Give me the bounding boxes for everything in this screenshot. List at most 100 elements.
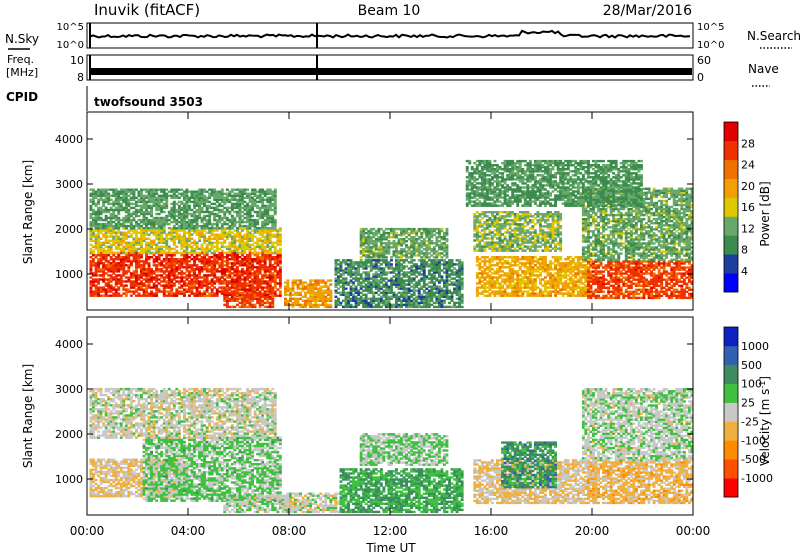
power-cell <box>145 238 148 240</box>
power-cell <box>122 292 125 294</box>
power-cell <box>201 232 204 234</box>
power-cell <box>112 232 115 234</box>
power-cell <box>105 295 108 297</box>
power-cell <box>213 295 216 297</box>
power-cell <box>95 262 98 264</box>
power-cell <box>246 254 249 256</box>
power-cell <box>178 252 181 254</box>
power-cell <box>112 292 115 294</box>
power-cell <box>133 276 136 278</box>
power-cell <box>97 274 100 276</box>
power-cell <box>127 264 130 266</box>
power-cell <box>140 238 143 240</box>
power-cell <box>256 276 259 278</box>
power-cell <box>259 229 262 231</box>
power-cell <box>244 242 247 244</box>
power-cell <box>125 260 128 262</box>
power-cell <box>266 276 269 278</box>
power-cell <box>160 254 163 256</box>
power-cell <box>183 266 186 268</box>
power-cell <box>259 290 262 292</box>
power-cell <box>218 262 221 264</box>
power-cell <box>140 270 143 272</box>
power-cell <box>110 227 113 229</box>
power-cell <box>160 276 163 278</box>
power-cell <box>226 276 229 278</box>
power-cell <box>213 246 216 248</box>
power-cell <box>203 254 206 256</box>
power-cell <box>196 295 199 297</box>
power-cell <box>236 276 239 278</box>
power-cell <box>122 227 125 229</box>
power-cell <box>163 246 166 248</box>
power-cell <box>249 276 252 278</box>
power-cell <box>259 270 262 272</box>
power-cell <box>239 276 242 278</box>
power-cell <box>175 270 178 272</box>
power-cell <box>150 256 153 258</box>
power-cell <box>168 276 171 278</box>
power-cell <box>279 266 282 268</box>
power-cell <box>264 286 267 288</box>
power-cell <box>249 252 252 254</box>
power-cell <box>251 248 254 250</box>
power-cell <box>105 288 108 290</box>
power-cell <box>241 236 244 238</box>
power-cell <box>180 290 183 292</box>
power-cell <box>193 256 196 258</box>
power-cell <box>170 232 173 234</box>
power-cell <box>256 238 259 240</box>
power-cell <box>105 264 108 266</box>
power-cell <box>148 262 151 264</box>
power-cell <box>236 284 239 286</box>
power-cell <box>175 258 178 260</box>
power-cell <box>254 246 257 248</box>
power-cell <box>135 254 138 256</box>
power-cell <box>105 254 108 256</box>
power-cell <box>180 284 183 286</box>
power-cell <box>208 248 211 250</box>
power-cell <box>143 295 146 297</box>
power-cell <box>175 276 178 278</box>
power-cell <box>239 227 242 229</box>
power-cell <box>175 260 178 262</box>
power-cell <box>125 238 128 240</box>
power-cell <box>105 284 108 286</box>
power-cell <box>102 270 105 272</box>
power-cell <box>186 248 189 250</box>
power-cell <box>188 276 191 278</box>
power-cell <box>271 264 274 266</box>
power-cell <box>100 254 103 256</box>
power-cell <box>198 276 201 278</box>
power-cell <box>264 232 267 234</box>
power-cell <box>279 276 282 278</box>
power-cell <box>261 264 264 266</box>
power-cell <box>254 260 257 262</box>
power-cell <box>173 270 176 272</box>
power-cell <box>158 278 161 280</box>
power-cell <box>186 276 189 278</box>
power-cell <box>208 295 211 297</box>
power-cell <box>193 248 196 250</box>
power-cell <box>125 280 128 282</box>
power-cell <box>110 295 113 297</box>
power-cell <box>188 264 191 266</box>
power-cell <box>269 254 272 256</box>
power-cell <box>221 242 224 244</box>
power-cell <box>130 295 133 297</box>
power-cell <box>175 295 178 297</box>
power-cell <box>218 290 221 292</box>
power-cell <box>115 276 118 278</box>
power-cell <box>183 260 186 262</box>
power-cell <box>191 258 194 260</box>
power-cell <box>92 232 95 234</box>
power-cell <box>110 244 113 246</box>
power-cell <box>117 286 120 288</box>
power-cell <box>216 234 219 236</box>
power-cell <box>274 290 277 292</box>
power-cell <box>95 248 98 250</box>
power-cell <box>256 260 259 262</box>
power-cell <box>155 232 158 234</box>
power-cell <box>256 252 259 254</box>
power-cell <box>133 280 136 282</box>
